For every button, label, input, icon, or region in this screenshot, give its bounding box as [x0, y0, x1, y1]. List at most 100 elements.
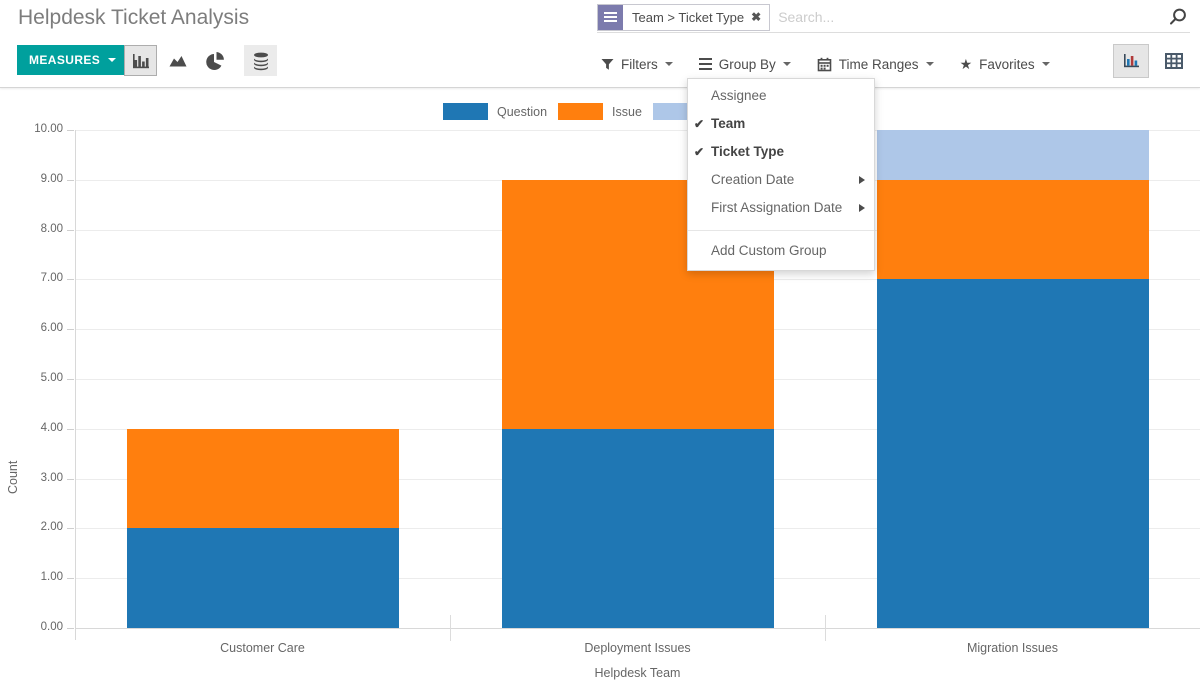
graph-view-button[interactable] [1113, 44, 1149, 78]
y-tick [67, 428, 74, 430]
measures-label: MEASURES [29, 53, 101, 67]
pivot-view-icon [1165, 53, 1183, 69]
search-options: Filters Group By [601, 40, 1050, 88]
bars-icon [698, 57, 712, 71]
y-tick [67, 179, 74, 181]
y-tick-label: 5.00 [40, 372, 63, 384]
y-tick [67, 329, 74, 331]
y-tick [67, 279, 74, 281]
y-tick-label: 3.00 [40, 471, 63, 484]
bar-chart-button[interactable] [124, 45, 157, 76]
bar-migration-issues-unnamed[interactable] [876, 130, 1149, 180]
favorites-menu-button[interactable]: ★ Favorites [960, 57, 1050, 72]
caret-down-icon [108, 58, 117, 62]
search-facet[interactable]: Team > Ticket Type ✖ [597, 3, 771, 31]
y-tick-label: 0.00 [40, 621, 63, 633]
y-tick-label: 1.00 [40, 571, 63, 584]
y-tick-label: 9.00 [40, 172, 63, 185]
menu-item-label: Assignee [711, 88, 767, 103]
y-tick [67, 578, 74, 580]
menu-item-label: Team [711, 116, 746, 131]
y-tick-label: 2.00 [40, 521, 63, 534]
search-bar[interactable]: Team > Ticket Type ✖ [597, 2, 1190, 33]
pivot-view-button[interactable] [1156, 44, 1192, 78]
stacked-icon [253, 52, 268, 70]
area-chart-button[interactable] [161, 45, 194, 76]
facet-remove-icon[interactable]: ✖ [751, 10, 762, 24]
search-icon[interactable] [1168, 7, 1188, 27]
control-row: MEASURES [0, 40, 1200, 88]
group-by-label: Group By [718, 56, 776, 72]
menu-item-label: Add Custom Group [711, 243, 827, 258]
filter-icon [601, 58, 614, 70]
y-tick [67, 229, 74, 231]
area-chart-icon [169, 55, 186, 66]
star-icon: ★ [959, 56, 973, 72]
x-category-label-migration-issues: Migration Issues [966, 641, 1058, 655]
y-tick-label: 7.00 [40, 272, 63, 285]
time-ranges-menu-button[interactable]: Time Ranges [817, 57, 934, 72]
groupby-menu-item-add-custom-group[interactable]: Add Custom Group [688, 237, 874, 265]
y-tick-label: 6.00 [40, 322, 63, 335]
stacked-toggle-button[interactable] [244, 45, 277, 76]
y-axis-line [75, 130, 76, 640]
menu-divider [688, 230, 874, 231]
y-tick [67, 130, 74, 131]
bar-chart-icon [132, 53, 149, 68]
bar-migration-issues-issue[interactable] [876, 179, 1149, 280]
y-tick-label: 4.00 [40, 421, 63, 434]
graph-chart: Question Issue 0.00 1.00 2.00 3.00 4.00 5.00 6.… [0, 88, 1200, 687]
legend-item-issue[interactable]: Issue [558, 103, 642, 120]
group-by-dropdown: Assignee ✔ Team ✔ Ticket Type Creation Date Fi… [687, 78, 875, 271]
bar-customer-care-issue[interactable] [126, 428, 399, 529]
groupby-menu-item-team[interactable]: ✔ Team [688, 110, 874, 138]
legend-swatch [652, 103, 698, 120]
gridline-10.00 [75, 130, 1200, 131]
groupby-menu-item-ticket-type[interactable]: ✔ Ticket Type [688, 138, 874, 166]
legend-label: Issue [612, 104, 642, 119]
view-switcher [1113, 44, 1192, 78]
y-tick-label: 8.00 [40, 222, 63, 235]
y-tick [67, 478, 74, 480]
groupby-menu-item-first-assignation-date[interactable]: First Assignation Date [688, 194, 874, 222]
x-category-label-customer-care: Customer Care [220, 641, 305, 655]
y-axis-title: Count [6, 460, 20, 494]
search-input[interactable] [770, 9, 1168, 25]
groupby-menu-item-creation-date[interactable]: Creation Date [688, 166, 874, 194]
x-tick [825, 615, 826, 641]
bar-migration-issues-question[interactable] [876, 279, 1149, 628]
page-title: Helpdesk Ticket Analysis [18, 6, 250, 29]
time-ranges-label: Time Ranges [838, 56, 919, 72]
legend-swatch [558, 103, 604, 120]
pie-chart-button[interactable] [200, 45, 230, 76]
submenu-arrow-icon [859, 175, 865, 184]
bar-customer-care-question[interactable] [126, 528, 399, 628]
check-icon: ✔ [694, 145, 705, 159]
filters-label: Filters [621, 56, 658, 72]
legend-label: Question [497, 104, 548, 119]
graph-view-icon [1124, 54, 1139, 68]
bar-deployment-issues-question[interactable] [501, 428, 774, 628]
y-tick-label: 10.00 [34, 123, 63, 135]
legend-item-unnamed[interactable] [652, 103, 698, 120]
menu-item-label: Ticket Type [711, 144, 785, 159]
caret-down-icon [664, 62, 673, 66]
caret-down-icon [782, 62, 791, 66]
control-panel: Helpdesk Ticket Analysis Team > Ticket T… [0, 0, 1200, 88]
legend-swatch [443, 103, 488, 120]
y-tick [67, 528, 74, 530]
legend-item-question[interactable]: Question [443, 103, 547, 120]
y-tick [67, 379, 74, 380]
filters-menu-button[interactable]: Filters [601, 57, 673, 72]
gridline-0.00 [75, 628, 1200, 629]
pie-chart-icon [206, 51, 224, 70]
chart-legend: Question Issue [443, 103, 698, 120]
groupby-menu-item-assignee[interactable]: Assignee [688, 82, 874, 110]
group-by-menu-button[interactable]: Group By [698, 56, 791, 72]
measures-button[interactable]: MEASURES [17, 45, 129, 75]
group-by-facet-icon [598, 4, 623, 30]
caret-down-icon [925, 62, 934, 66]
plot-area: 0.00 1.00 2.00 3.00 4.00 5.00 6.00 7.00 8.00 9.00… [0, 88, 1200, 687]
x-axis-title: Helpdesk Team [594, 666, 681, 680]
